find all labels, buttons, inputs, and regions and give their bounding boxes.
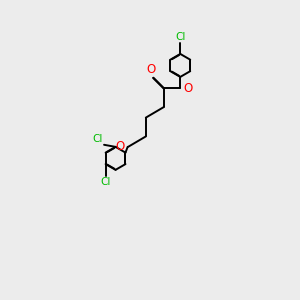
Text: Cl: Cl bbox=[175, 32, 185, 42]
Text: O: O bbox=[115, 140, 124, 153]
Text: Cl: Cl bbox=[100, 177, 111, 187]
Text: O: O bbox=[184, 82, 193, 95]
Text: O: O bbox=[146, 63, 156, 76]
Text: Cl: Cl bbox=[92, 134, 102, 144]
